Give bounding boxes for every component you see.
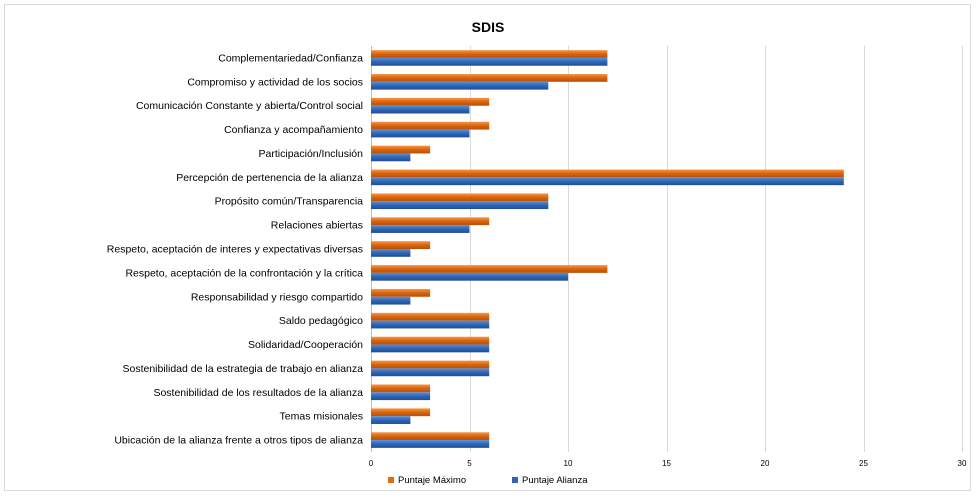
category-label: Confianza y acompañamiento — [224, 124, 363, 136]
bar-puntaje-alianza — [371, 57, 608, 66]
category-label: Relaciones abiertas — [271, 220, 363, 232]
x-tick-label: 20 — [761, 459, 770, 468]
bar-puntaje-alianza — [371, 296, 411, 305]
bar-puntaje-maximo — [371, 336, 490, 345]
x-tick-label: 5 — [467, 459, 472, 468]
bar-puntaje-alianza — [371, 272, 568, 281]
gridlines — [371, 46, 963, 452]
bar-puntaje-maximo — [371, 97, 490, 106]
bar-puntaje-alianza — [371, 177, 844, 186]
category-label: Responsabilidad y riesgo compartido — [191, 291, 363, 303]
category-label: Participación/Inclusión — [259, 148, 364, 160]
x-tick-label: 30 — [958, 459, 967, 468]
bar-puntaje-maximo — [371, 432, 490, 441]
bar-puntaje-alianza — [371, 392, 431, 401]
bar-puntaje-alianza — [371, 416, 411, 424]
category-label: Compromiso y actividad de los socios — [187, 76, 363, 88]
bar-puntaje-alianza — [371, 153, 411, 162]
legend: Puntaje Máximo Puntaje Alianza — [388, 475, 588, 486]
bar-puntaje-maximo — [371, 217, 490, 226]
bar-puntaje-alianza — [371, 249, 411, 257]
category-label: Respeto, aceptación de interes y expecta… — [107, 244, 363, 256]
legend-swatch — [512, 477, 518, 483]
bar-puntaje-alianza — [371, 81, 549, 90]
bar-puntaje-maximo — [371, 312, 490, 321]
bar-puntaje-maximo — [371, 169, 844, 178]
legend-label: Puntaje Alianza — [522, 475, 588, 486]
category-label: Temas misionales — [280, 411, 363, 423]
bar-puntaje-alianza — [371, 129, 470, 138]
chart-title: SDIS — [472, 19, 505, 35]
legend-swatch — [388, 477, 394, 483]
bar-puntaje-maximo — [371, 360, 490, 369]
category-label: Comunicación Constante y abierta/Control… — [136, 100, 363, 112]
category-labels: Complementariedad/Confianza Compromiso y … — [107, 52, 363, 446]
x-tick-label: 10 — [564, 459, 573, 468]
category-label: Sostenibilidad de los resultados de la a… — [153, 387, 363, 399]
category-label: Ubicación de la alianza frente a otros t… — [114, 435, 363, 447]
category-label: Respeto, aceptación de la confrontación … — [125, 267, 363, 279]
x-tick-label: 0 — [369, 459, 374, 468]
category-label: Sostenibilidad de la estrategia de traba… — [122, 363, 363, 375]
x-tick-label: 15 — [662, 459, 671, 468]
bar-puntaje-maximo — [371, 193, 549, 202]
category-label: Complementariedad/Confianza — [218, 52, 363, 64]
bar-puntaje-maximo — [371, 50, 608, 58]
bar-puntaje-maximo — [371, 74, 608, 82]
bar-puntaje-alianza — [371, 368, 490, 377]
category-label: Percepción de pertenencia de la alianza — [176, 172, 363, 184]
bars — [371, 50, 844, 448]
bar-puntaje-alianza — [371, 105, 470, 114]
bar-puntaje-maximo — [371, 288, 431, 297]
bar-puntaje-maximo — [371, 121, 490, 130]
bar-puntaje-alianza — [371, 320, 490, 329]
category-label: Saldo pedagógico — [279, 315, 363, 327]
bar-puntaje-maximo — [371, 265, 608, 273]
bar-puntaje-maximo — [371, 145, 431, 154]
bar-puntaje-alianza — [371, 201, 549, 210]
bar-puntaje-alianza — [371, 344, 490, 353]
bar-puntaje-maximo — [371, 408, 431, 417]
x-tick-label: 25 — [859, 459, 868, 468]
bar-puntaje-alianza — [371, 440, 490, 448]
legend-label: Puntaje Máximo — [398, 475, 466, 486]
bar-puntaje-maximo — [371, 384, 431, 393]
category-label: Solidaridad/Cooperación — [248, 339, 363, 351]
bar-puntaje-alianza — [371, 225, 470, 233]
x-tick-labels: 0 5 10 15 20 25 30 — [369, 459, 967, 468]
bar-puntaje-maximo — [371, 241, 431, 249]
category-label: Propósito común/Transparencia — [215, 196, 364, 208]
